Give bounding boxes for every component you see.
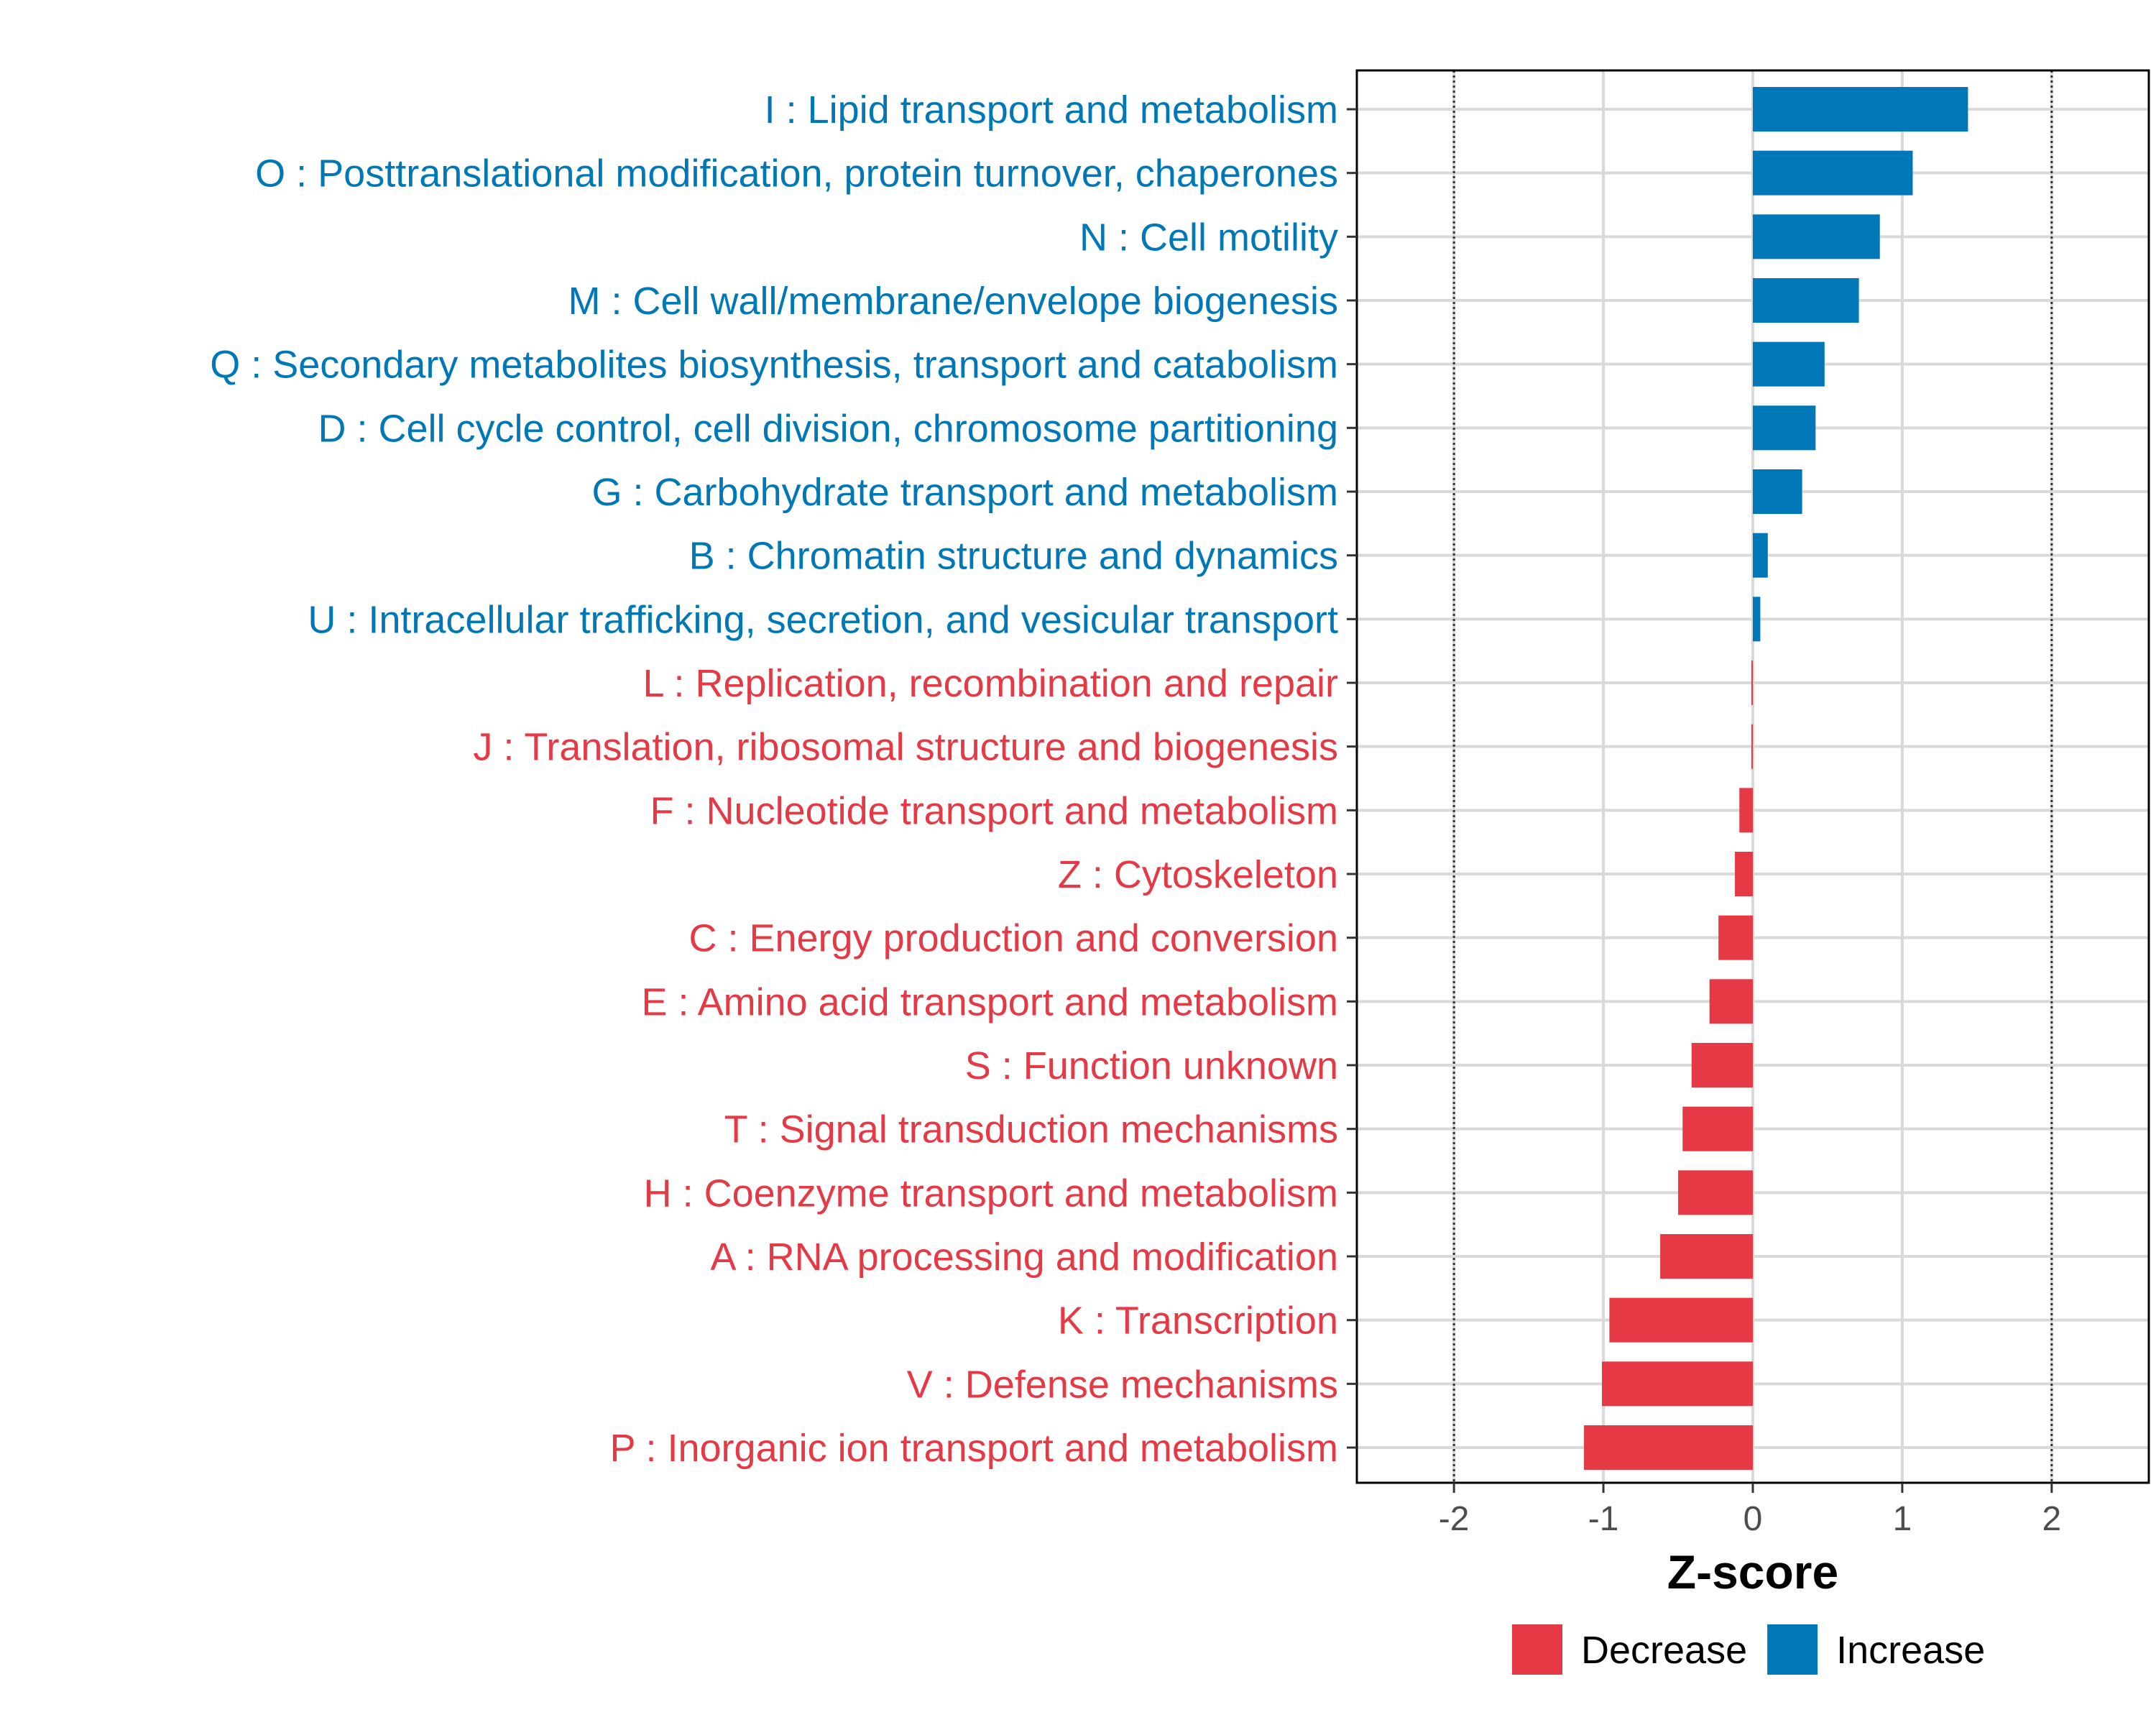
category-label: F : Nucleotide transport and metabolism bbox=[650, 789, 1338, 832]
bar bbox=[1751, 724, 1753, 769]
bar bbox=[1753, 533, 1768, 578]
legend-swatch bbox=[1512, 1624, 1562, 1675]
category-label: E : Amino acid transport and metabolism bbox=[642, 980, 1338, 1024]
category-labels: I : Lipid transport and metabolism O : Po… bbox=[210, 88, 1357, 1470]
x-tick-label: 2 bbox=[2042, 1500, 2061, 1538]
bar bbox=[1753, 341, 1825, 387]
category-label: N : Cell motility bbox=[1079, 216, 1338, 259]
bar bbox=[1601, 1361, 1753, 1407]
reference-lines bbox=[1452, 70, 2053, 1483]
bar bbox=[1718, 915, 1753, 960]
x-axis-ticks: -2 -1 0 1 2 bbox=[1439, 1483, 2061, 1538]
bar bbox=[1682, 1106, 1753, 1151]
bar bbox=[1753, 87, 1968, 132]
bar bbox=[1753, 597, 1761, 642]
category-label: O : Posttranslational modification, prot… bbox=[255, 152, 1338, 196]
bar-layer bbox=[1584, 87, 1968, 1470]
x-tick-label: -2 bbox=[1439, 1500, 1470, 1538]
category-label: S : Function unknown bbox=[965, 1044, 1338, 1087]
bar bbox=[1753, 405, 1816, 451]
legend-label: Decrease bbox=[1581, 1629, 1747, 1672]
bar bbox=[1678, 1170, 1753, 1215]
category-label: K : Transcription bbox=[1058, 1300, 1338, 1343]
category-label: Q : Secondary metabolites biosynthesis, … bbox=[210, 344, 1338, 387]
bar bbox=[1584, 1425, 1753, 1470]
bar bbox=[1751, 661, 1753, 705]
bar bbox=[1753, 278, 1859, 323]
x-tick-label: 0 bbox=[1743, 1500, 1763, 1538]
bar bbox=[1753, 214, 1880, 259]
bar bbox=[1691, 1043, 1753, 1087]
category-label: J : Translation, ribosomal structure and… bbox=[473, 726, 1338, 769]
bar bbox=[1609, 1297, 1753, 1343]
category-label: U : Intracellular trafficking, secretion… bbox=[308, 598, 1338, 641]
bar bbox=[1660, 1234, 1753, 1279]
bar bbox=[1753, 150, 1913, 196]
category-label: C : Energy production and conversion bbox=[688, 917, 1338, 960]
category-label: M : Cell wall/membrane/envelope biogenes… bbox=[568, 280, 1338, 323]
category-label: D : Cell cycle control, cell division, c… bbox=[318, 407, 1338, 450]
category-label: P : Inorganic ion transport and metaboli… bbox=[609, 1427, 1338, 1470]
bar bbox=[1753, 469, 1802, 514]
bar bbox=[1735, 852, 1753, 896]
legend: Decrease Increase bbox=[1512, 1624, 1985, 1675]
legend-label: Increase bbox=[1836, 1629, 1985, 1672]
category-label: B : Chromatin structure and dynamics bbox=[689, 535, 1338, 578]
category-label: L : Replication, recombination and repai… bbox=[642, 662, 1338, 705]
bar bbox=[1739, 788, 1753, 833]
category-label: G : Carbohydrate transport and metabolis… bbox=[592, 471, 1339, 514]
category-label: T : Signal transduction mechanisms bbox=[724, 1108, 1338, 1151]
category-label: Z : Cytoskeleton bbox=[1058, 853, 1338, 896]
x-tick-label: -1 bbox=[1588, 1500, 1619, 1538]
legend-swatch bbox=[1767, 1624, 1818, 1675]
category-label: I : Lipid transport and metabolism bbox=[765, 88, 1338, 132]
category-label: H : Coenzyme transport and metabolism bbox=[644, 1172, 1338, 1215]
x-tick-label: 1 bbox=[1893, 1500, 1912, 1538]
category-label: A : RNA processing and modification bbox=[711, 1236, 1338, 1279]
category-label: V : Defense mechanisms bbox=[907, 1363, 1338, 1406]
x-axis-title: Z-score bbox=[1667, 1545, 1838, 1598]
bar bbox=[1709, 979, 1753, 1024]
